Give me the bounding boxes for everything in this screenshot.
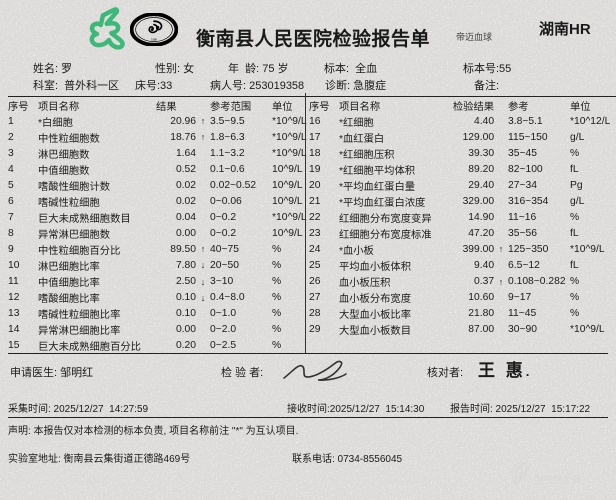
svg-text:1988: 1988	[151, 38, 157, 42]
svg-text:智护世老部: 智护世老部	[535, 474, 580, 485]
